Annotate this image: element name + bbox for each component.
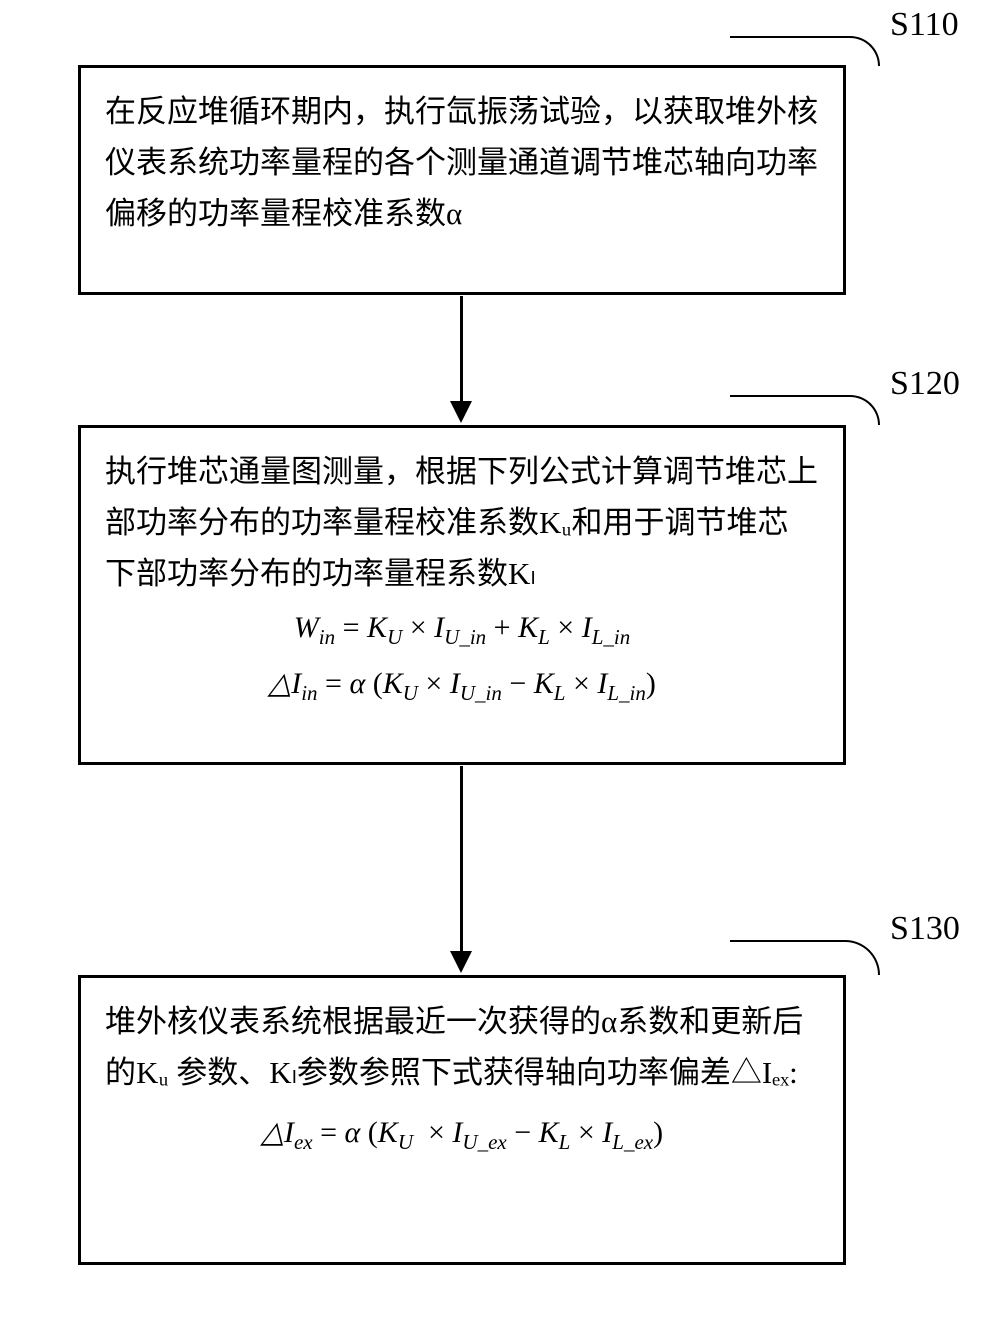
leader-s130 [730, 940, 880, 975]
leader-s110 [730, 36, 880, 66]
step-text-s120: 执行堆芯通量图测量，根据下列公式计算调节堆芯上部功率分布的功率量程校准系数Kᵤ和… [105, 446, 819, 599]
formula-s120-2: △Iin = α (KU × IU_in − KL × IL_in) [105, 659, 819, 711]
s120-body: 执行堆芯通量图测量，根据下列公式计算调节堆芯上部功率分布的功率量程校准系数Kᵤ和… [105, 454, 818, 591]
arrow-head-2 [450, 951, 472, 973]
label-s130: S130 [890, 910, 960, 948]
arrow-head-1 [450, 401, 472, 423]
step-box-s130: 堆外核仪表系统根据最近一次获得的α系数和更新后的Kᵤ 参数、Kₗ参数参照下式获得… [78, 975, 846, 1265]
step-text-s110: 在反应堆循环期内，执行氙振荡试验，以获取堆外核仪表系统功率量程的各个测量通道调节… [105, 86, 819, 239]
label-s110: S110 [890, 6, 959, 44]
step-box-s110: 在反应堆循环期内，执行氙振荡试验，以获取堆外核仪表系统功率量程的各个测量通道调节… [78, 65, 846, 295]
arrow-line-1 [460, 296, 463, 401]
step-box-s120: 执行堆芯通量图测量，根据下列公式计算调节堆芯上部功率分布的功率量程校准系数Kᵤ和… [78, 425, 846, 765]
leader-s120 [730, 395, 880, 425]
arrow-line-2 [460, 766, 463, 951]
formula-s130-1: △Iex = α (KU × IU_ex − KL × IL_ex) [105, 1108, 819, 1160]
s130-body: 堆外核仪表系统根据最近一次获得的α系数和更新后的Kᵤ 参数、Kₗ参数参照下式获得… [105, 1004, 803, 1090]
label-s120: S120 [890, 365, 960, 403]
step-text-s130: 堆外核仪表系统根据最近一次获得的α系数和更新后的Kᵤ 参数、Kₗ参数参照下式获得… [105, 996, 819, 1098]
formula-s120-1: Win = KU × IU_in + KL × IL_in [105, 603, 819, 655]
